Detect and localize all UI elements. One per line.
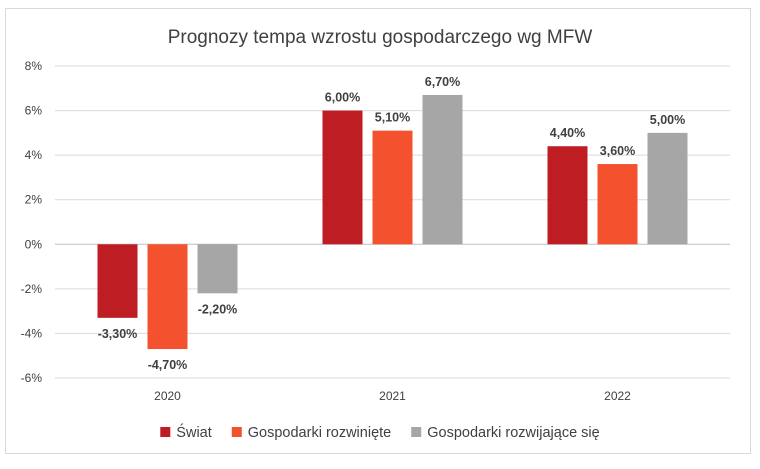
x-tick-label: 2020 <box>154 389 181 403</box>
bars <box>97 94 688 350</box>
legend-swatch <box>231 427 242 437</box>
legend-swatch <box>411 427 422 437</box>
legend-label: Gospodarki rozwinięte <box>248 425 391 441</box>
data-label: -4,70% <box>148 358 188 372</box>
data-label: 5,00% <box>650 113 685 127</box>
y-tick-label: -2% <box>21 282 43 296</box>
bar <box>322 110 363 245</box>
x-tick-label: 2021 <box>379 389 406 403</box>
y-tick-label: -6% <box>21 371 43 385</box>
data-label: 3,60% <box>600 144 635 158</box>
legend-label: Gospodarki rozwijające się <box>427 425 599 441</box>
data-label: 6,00% <box>325 91 360 105</box>
y-tick-label: 4% <box>25 148 43 162</box>
bar <box>547 146 588 245</box>
x-tick-label: 2022 <box>604 389 631 403</box>
legend-item: Gospodarki rozwijające się <box>411 425 600 441</box>
y-tick-label: -4% <box>21 326 43 340</box>
data-labels: -3,30% -4,70% -2,20% 6,00% 5,10% 6,70% 4,40% 3,… <box>98 75 686 372</box>
bar <box>372 130 413 245</box>
y-axis-ticks: -6% -4% -2% 0% 2% 4% 6% 8% <box>21 59 43 385</box>
y-tick-label: 6% <box>25 104 43 118</box>
chart-title: Prognozy tempa wzrostu gospodarczego wg … <box>168 27 593 48</box>
bar <box>422 94 463 245</box>
data-label: -3,30% <box>98 327 138 341</box>
y-tick-label: 8% <box>25 59 43 73</box>
bar <box>197 244 238 294</box>
y-tick-label: 2% <box>25 193 43 207</box>
bar <box>597 164 638 245</box>
y-tick-label: 0% <box>25 237 43 251</box>
bar <box>147 244 188 350</box>
data-label: -2,20% <box>198 302 238 316</box>
data-label: 6,70% <box>425 75 460 89</box>
legend-swatch <box>160 427 171 437</box>
legend-item: Gospodarki rozwinięte <box>231 425 391 441</box>
legend: Świat Gospodarki rozwinięte Gospodarki roz… <box>160 423 600 441</box>
bar <box>647 132 688 245</box>
data-label: 5,10% <box>375 111 410 125</box>
x-axis-ticks: 2020 2021 2022 <box>154 389 631 403</box>
legend-label: Świat <box>176 423 211 441</box>
legend-item: Świat <box>160 423 212 441</box>
data-label: 4,40% <box>550 126 585 140</box>
bar <box>97 244 138 318</box>
